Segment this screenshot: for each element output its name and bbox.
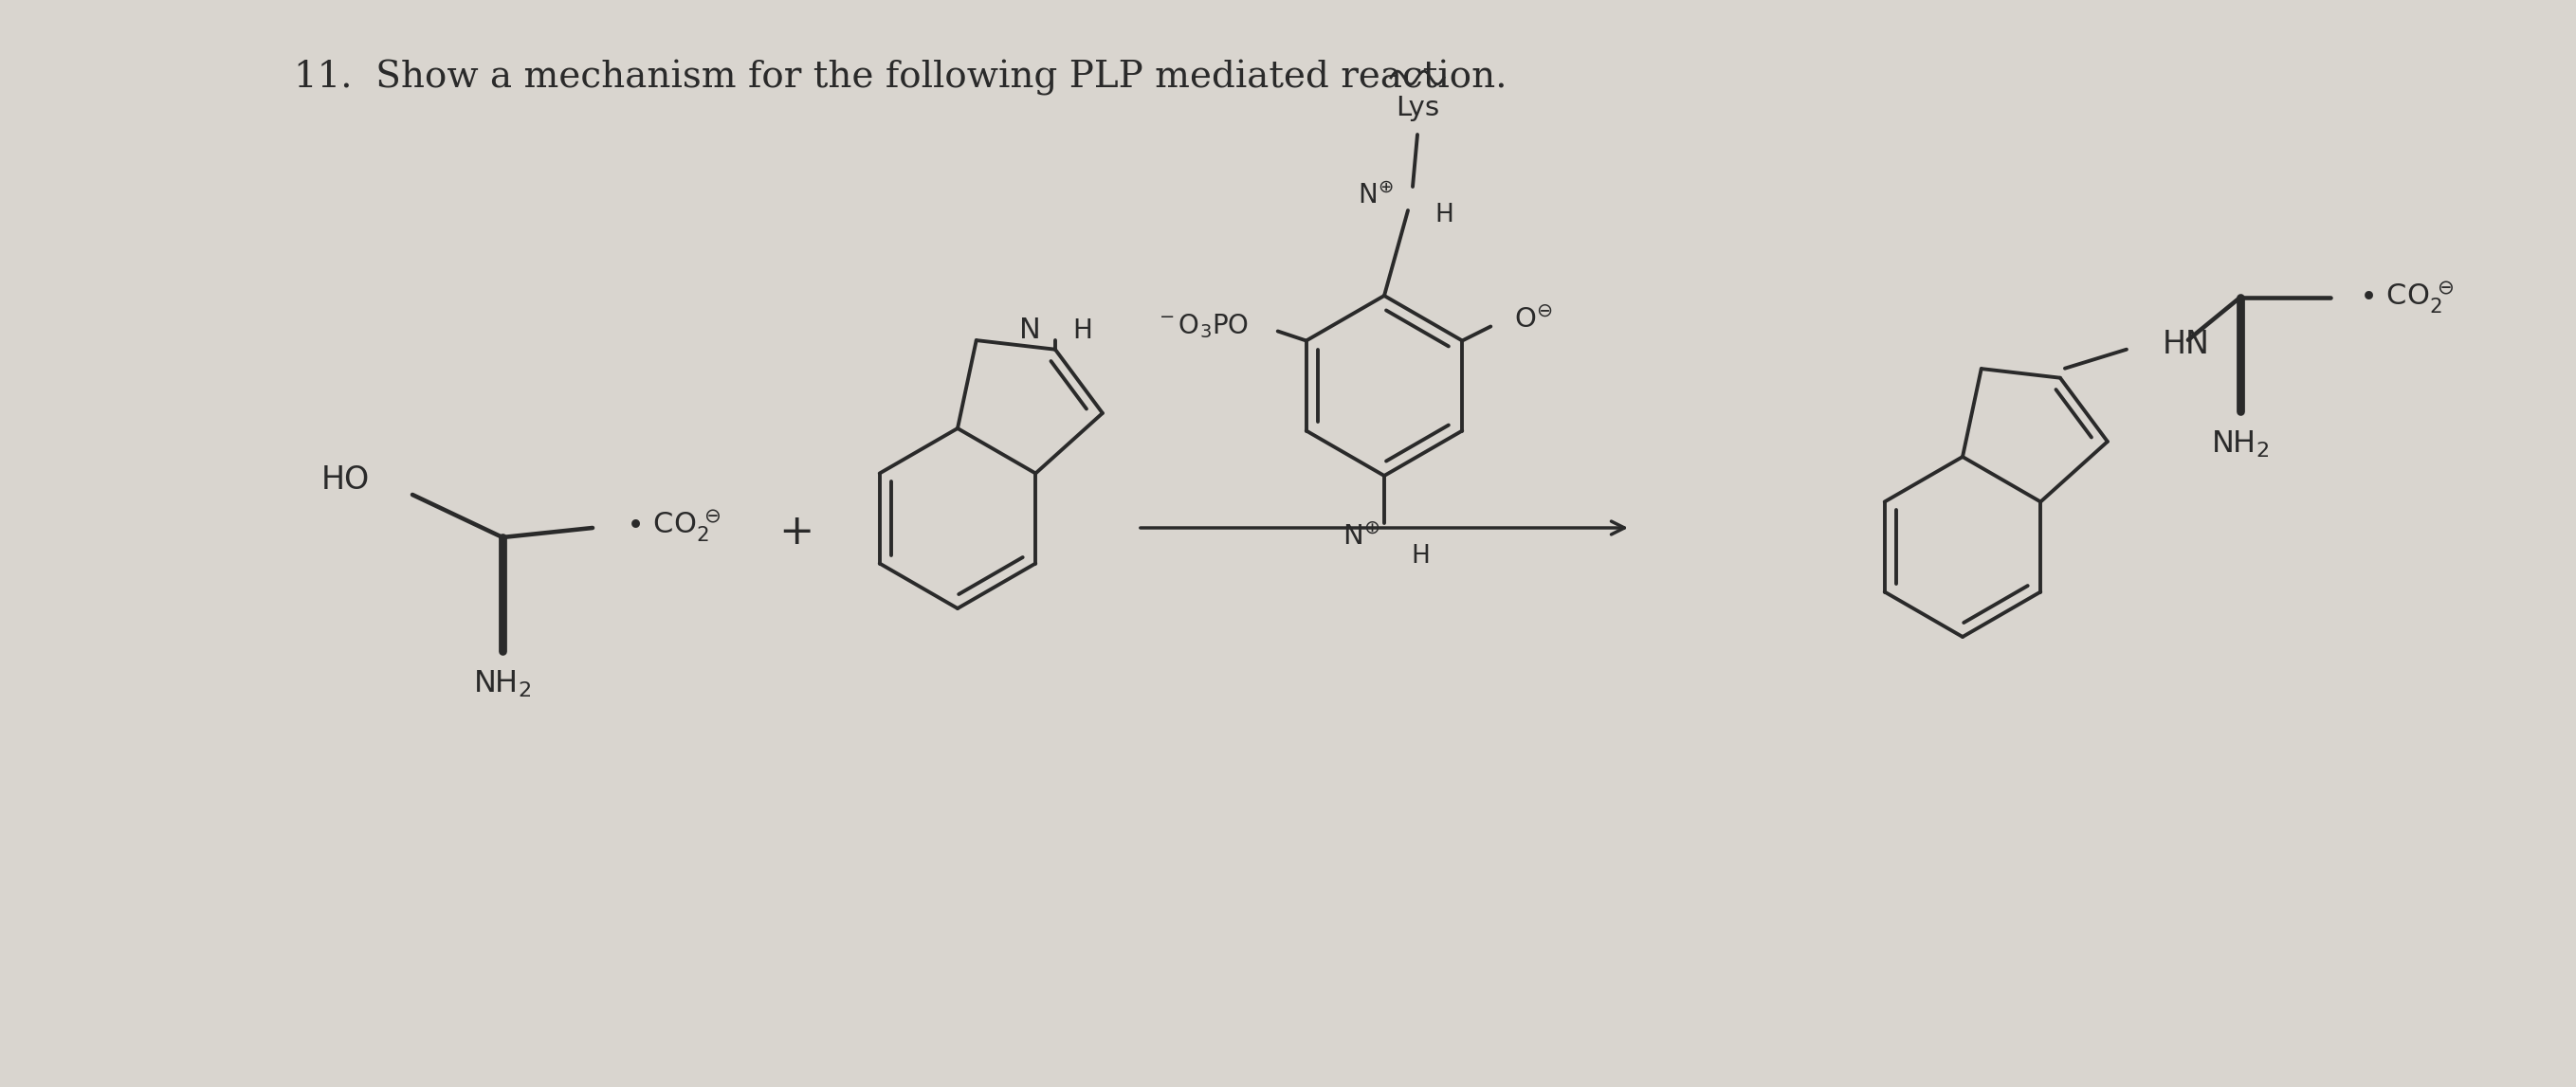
- Text: H: H: [1412, 544, 1430, 569]
- Text: O$^{\ominus}$: O$^{\ominus}$: [1515, 307, 1553, 334]
- Text: Lys: Lys: [1396, 95, 1440, 122]
- Text: H: H: [1435, 203, 1453, 227]
- Text: N: N: [1020, 316, 1041, 345]
- Text: +: +: [778, 512, 814, 553]
- Text: HO: HO: [322, 465, 371, 496]
- Text: N$^{\oplus}$: N$^{\oplus}$: [1358, 183, 1394, 210]
- Text: NH$_2$: NH$_2$: [474, 669, 531, 700]
- Text: $\bullet$ CO$_2^{\,\ominus}$: $\bullet$ CO$_2^{\,\ominus}$: [626, 508, 721, 545]
- Text: H: H: [1072, 317, 1092, 343]
- Text: N$^{\oplus}$: N$^{\oplus}$: [1342, 524, 1381, 551]
- Text: HN: HN: [2164, 329, 2210, 360]
- Text: NH$_2$: NH$_2$: [2210, 429, 2269, 460]
- Text: $^-$O$_3$PO: $^-$O$_3$PO: [1154, 312, 1249, 340]
- Text: $\bullet$ CO$_2^{\,\ominus}$: $\bullet$ CO$_2^{\,\ominus}$: [2360, 279, 2452, 315]
- Text: 11.  Show a mechanism for the following PLP mediated reaction.: 11. Show a mechanism for the following P…: [294, 60, 1507, 96]
